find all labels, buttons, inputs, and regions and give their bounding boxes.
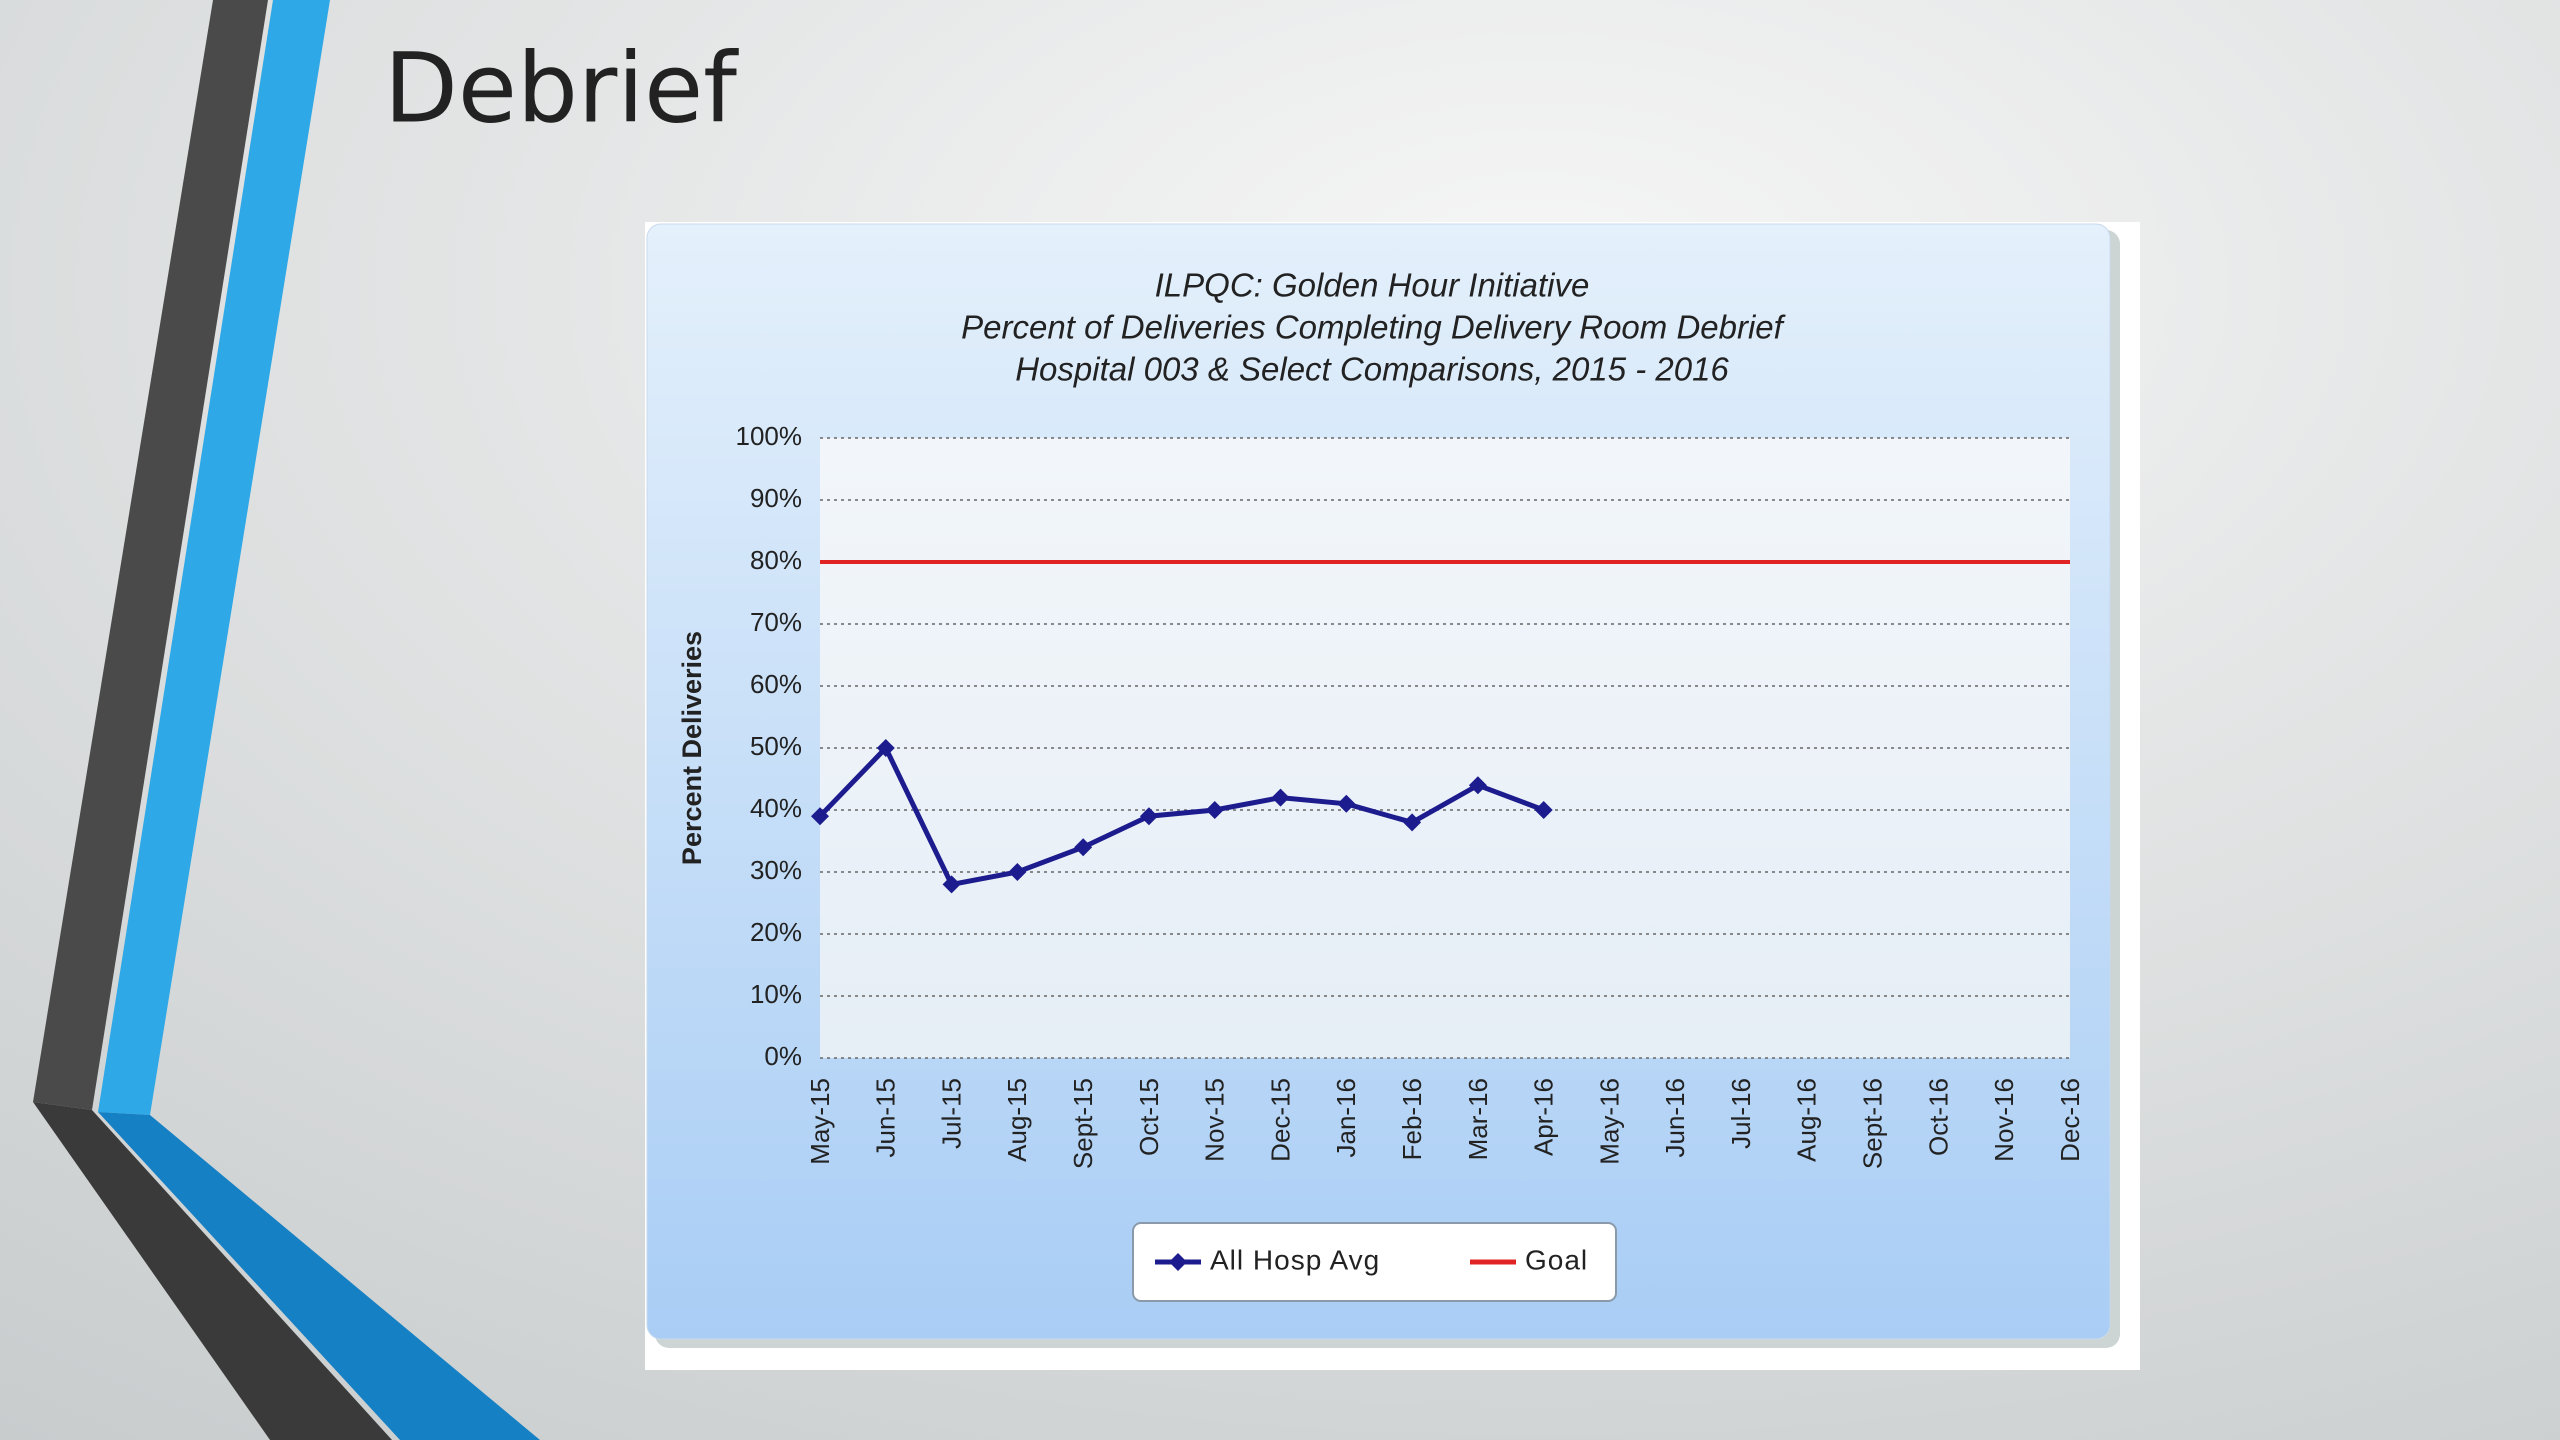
x-tick-label: Feb-16 <box>1397 1078 1427 1160</box>
legend-label: All Hosp Avg <box>1210 1244 1380 1275</box>
data-point <box>1139 807 1158 826</box>
series-line <box>818 743 1545 888</box>
data-point <box>876 739 895 757</box>
data-point <box>1008 863 1027 881</box>
y-tick-label: 90% <box>750 483 802 513</box>
x-tick-label: Oct-15 <box>1134 1078 1164 1156</box>
data-point <box>1074 838 1093 857</box>
x-tick-label: Nov-16 <box>1989 1078 2019 1162</box>
x-tick-label: Oct-16 <box>1923 1078 1953 1156</box>
y-tick-label: 30% <box>750 855 802 885</box>
y-tick-label: 60% <box>750 669 802 699</box>
legend-marker <box>1169 1253 1187 1271</box>
data-point <box>1534 801 1553 819</box>
y-axis-label: Percent Deliveries <box>677 631 707 865</box>
x-tick-label: Sept-16 <box>1858 1078 1888 1169</box>
x-tick-label: Mar-16 <box>1463 1078 1493 1160</box>
x-tick-label: May-16 <box>1594 1078 1624 1165</box>
x-tick-label: Aug-16 <box>1792 1078 1822 1162</box>
y-tick-label: 100% <box>736 421 803 451</box>
data-point <box>1205 801 1224 819</box>
y-tick-label: 80% <box>750 545 802 575</box>
stripe-dark <box>33 0 268 1110</box>
legend-label: Goal <box>1525 1244 1588 1275</box>
chart-subtitle: Hospital 003 & Select Comparisons, 2015 … <box>1015 351 1729 388</box>
y-tick-label: 20% <box>750 917 802 947</box>
data-point <box>1468 776 1487 795</box>
x-tick-label: Dec-16 <box>2055 1078 2085 1162</box>
y-tick-label: 50% <box>750 731 802 761</box>
slide-title: Debrief <box>384 32 739 144</box>
x-tick-label: Jul-15 <box>936 1078 966 1149</box>
stripe-blue <box>98 0 330 1115</box>
x-tick-label: Aug-15 <box>1002 1078 1032 1162</box>
x-tick-label: Apr-16 <box>1529 1078 1559 1156</box>
stripe-blue-lower <box>98 1112 540 1440</box>
chart-subtitle: Percent of Deliveries Completing Deliver… <box>961 309 1786 346</box>
x-tick-label: Sept-15 <box>1068 1078 1098 1169</box>
data-point <box>1337 794 1356 813</box>
data-point <box>1271 788 1290 807</box>
x-tick-label: Jun-15 <box>871 1078 901 1158</box>
x-tick-label: May-15 <box>805 1078 835 1165</box>
x-tick-label: Jan-16 <box>1331 1078 1361 1158</box>
data-point <box>1403 813 1422 832</box>
chart-title: ILPQC: Golden Hour Initiative <box>1155 267 1590 304</box>
y-tick-label: 10% <box>750 979 802 1009</box>
x-tick-label: Dec-15 <box>1265 1078 1295 1162</box>
x-tick-label: Jun-16 <box>1660 1078 1690 1158</box>
data-point <box>811 807 829 826</box>
stripe-dark-lower <box>33 1102 392 1440</box>
y-tick-label: 0% <box>764 1041 802 1071</box>
legend <box>1132 1222 1617 1302</box>
data-point <box>942 875 961 894</box>
y-tick-label: 70% <box>750 607 802 637</box>
x-tick-label: Jul-16 <box>1726 1078 1756 1149</box>
y-tick-label: 40% <box>750 793 802 823</box>
x-tick-label: Nov-15 <box>1200 1078 1230 1162</box>
